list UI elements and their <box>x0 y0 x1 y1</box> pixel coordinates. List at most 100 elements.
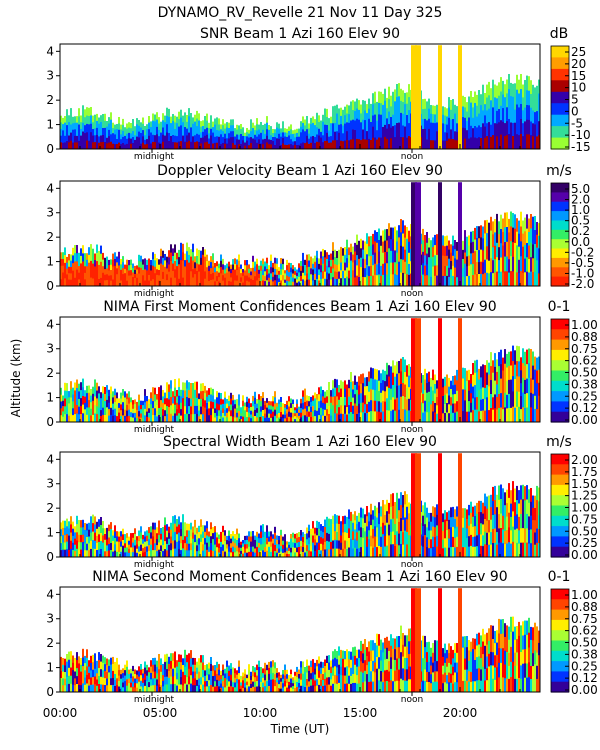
heatmap-cell <box>404 397 406 410</box>
heatmap-cell <box>162 120 164 128</box>
heatmap-cell <box>424 255 426 267</box>
heatmap-cell <box>396 361 398 375</box>
heatmap-cell <box>336 140 338 150</box>
heatmap-cell <box>392 360 394 374</box>
heatmap-cell <box>110 529 112 537</box>
heatmap-cell <box>164 404 166 411</box>
heatmap-cell <box>314 398 316 405</box>
heatmap-cell <box>218 268 220 274</box>
heatmap-cell <box>134 265 136 271</box>
heatmap-cell <box>478 500 480 513</box>
heatmap-cell <box>176 549 178 558</box>
heatmap-cell <box>352 278 354 287</box>
heatmap-cell <box>336 548 338 558</box>
heatmap-cell <box>324 132 326 142</box>
heatmap-cell <box>450 277 452 287</box>
heatmap-cell <box>516 272 518 287</box>
heatmap-cell <box>486 384 488 398</box>
heatmap-cell <box>316 112 318 121</box>
heatmap-cell <box>322 142 324 150</box>
heatmap-cell <box>214 550 216 558</box>
heatmap-cell <box>518 259 520 274</box>
heatmap-cell <box>520 256 522 272</box>
heatmap-cell <box>322 415 324 423</box>
heatmap-cell <box>86 393 88 401</box>
heatmap-cell <box>72 535 74 544</box>
heatmap-cell <box>506 79 508 94</box>
heatmap-cell <box>500 257 502 273</box>
heatmap-cell <box>184 536 186 544</box>
heatmap-cell <box>196 256 198 264</box>
heatmap-cell <box>78 266 80 274</box>
heatmap-cell <box>526 243 528 258</box>
heatmap-cell <box>526 90 528 106</box>
heatmap-cell <box>468 265 470 277</box>
heatmap-cell <box>502 396 504 410</box>
heatmap-cell <box>162 539 164 546</box>
heatmap-cell <box>204 256 206 265</box>
heatmap-cell <box>272 129 274 134</box>
heatmap-cell <box>534 244 536 259</box>
heatmap-cell <box>244 275 246 282</box>
heatmap-cell <box>470 91 472 104</box>
heatmap-cell <box>200 271 202 280</box>
heatmap-cell <box>354 511 356 521</box>
colorbar-swatch <box>551 267 569 278</box>
heatmap-cell <box>110 414 112 423</box>
heatmap-cell <box>322 271 324 280</box>
heatmap-cell <box>292 265 294 270</box>
heatmap-cell <box>396 385 398 399</box>
heatmap-cell <box>74 277 76 287</box>
heatmap-cell <box>94 142 96 150</box>
heatmap-cell <box>514 271 516 287</box>
heatmap-cell <box>470 402 472 413</box>
heatmap-cell <box>338 278 340 287</box>
heatmap-cell <box>136 409 138 415</box>
heatmap-cell <box>356 138 358 150</box>
heatmap-cell <box>134 551 136 558</box>
heatmap-cell <box>422 251 424 264</box>
heatmap-cell <box>328 130 330 138</box>
heatmap-cell <box>188 390 190 399</box>
heatmap-cell <box>432 506 434 517</box>
heatmap-cell <box>230 277 232 283</box>
heatmap-cell <box>370 103 372 114</box>
heatmap-cell <box>524 365 526 381</box>
heatmap-cell <box>388 410 390 423</box>
heatmap-cell <box>318 258 320 265</box>
heatmap-cell <box>70 132 72 142</box>
heatmap-cell <box>238 416 240 423</box>
heatmap-cell <box>422 240 424 253</box>
heatmap-cell <box>496 136 498 150</box>
heatmap-cell <box>254 134 256 140</box>
heatmap-cell <box>246 406 248 413</box>
heatmap-cell <box>150 121 152 128</box>
heatmap-cell <box>148 533 150 540</box>
heatmap-cell <box>88 407 90 416</box>
heatmap-cell <box>370 276 372 287</box>
heatmap-cell <box>492 515 494 530</box>
heatmap-cell <box>350 372 352 383</box>
heatmap-cell <box>220 398 222 406</box>
heatmap-cell <box>180 389 182 397</box>
heatmap-cell <box>224 133 226 140</box>
heatmap-cell <box>436 275 438 287</box>
heatmap-cell <box>488 520 490 533</box>
heatmap-cell <box>266 129 268 137</box>
heatmap-cell <box>502 259 504 273</box>
heatmap-cell <box>406 376 408 389</box>
heatmap-cell <box>490 244 492 259</box>
heatmap-cell <box>518 93 520 108</box>
panel-title: Spectral Width Beam 1 Azi 160 Elev 90 <box>163 434 437 450</box>
heatmap-cell <box>86 115 88 125</box>
heatmap-cell <box>270 546 272 553</box>
heatmap-cell <box>164 128 166 137</box>
heatmap-cell <box>134 545 136 552</box>
heatmap-cell <box>164 549 166 558</box>
heatmap-cell <box>320 386 322 395</box>
heatmap-cell <box>382 390 384 402</box>
heatmap-cell <box>464 508 466 519</box>
heatmap-cell <box>430 249 432 259</box>
heatmap-cell <box>236 417 238 423</box>
heatmap-cell <box>344 548 346 558</box>
